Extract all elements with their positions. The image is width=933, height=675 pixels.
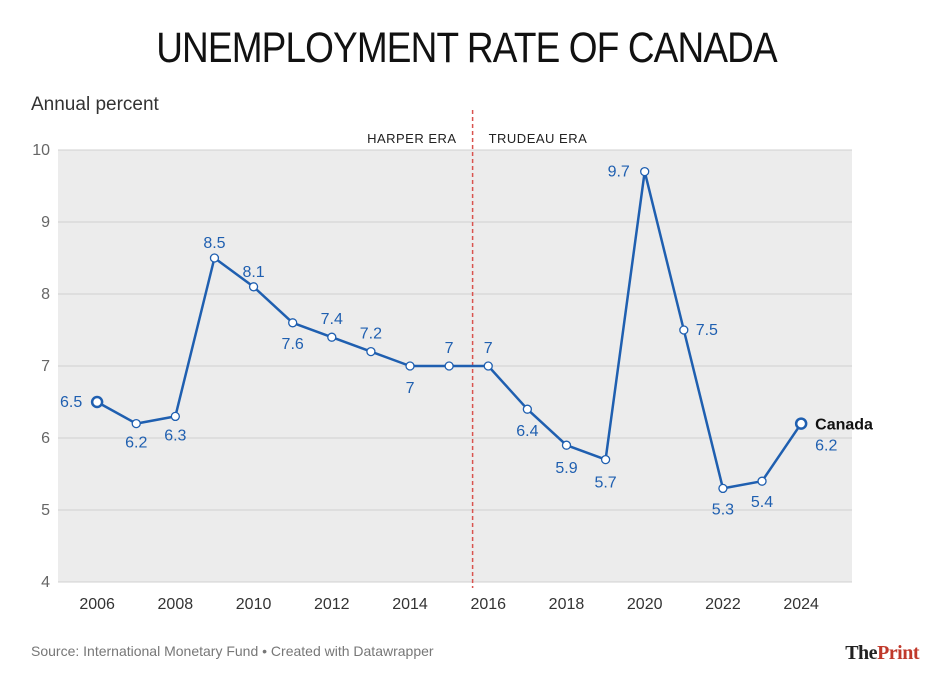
data-point — [366, 346, 376, 357]
series-name-label: Canada — [815, 417, 873, 434]
data-point — [170, 411, 180, 422]
y-tick-label: 10 — [32, 142, 50, 159]
y-tick-label: 8 — [41, 286, 50, 303]
era-annotations: HARPER ERA TRUDEAU ERA — [367, 131, 587, 146]
data-label: 6.5 — [60, 394, 82, 411]
brand-logo: ThePrint — [845, 642, 919, 664]
data-label: 7 — [406, 380, 415, 397]
x-tick-label: 2020 — [627, 596, 663, 613]
data-label: 7 — [445, 340, 454, 357]
data-label: 6.2 — [815, 438, 837, 455]
data-label: 9.7 — [608, 164, 630, 181]
annotation-trudeau-era: TRUDEAU ERA — [489, 131, 588, 146]
data-point — [483, 361, 493, 371]
y-tick-label: 9 — [41, 214, 50, 231]
y-tick-label: 5 — [41, 502, 50, 519]
data-label: 7.2 — [360, 326, 382, 343]
x-tick-label: 2024 — [783, 596, 819, 613]
data-point — [90, 395, 104, 409]
data-label: 7 — [484, 340, 493, 357]
x-tick-label: 2016 — [470, 596, 506, 613]
x-tick-label: 2006 — [79, 596, 115, 613]
data-point — [405, 361, 415, 371]
data-points — [90, 166, 808, 494]
data-point — [444, 361, 454, 371]
data-point — [561, 440, 572, 450]
data-labels: 6.5 6.2 6.3 8.5 8.1 7.6 7.4 7.2 7 7 7 6.4 5.9 5.7 9.7 7… — [60, 164, 873, 519]
data-point — [679, 325, 689, 335]
data-label: 6.2 — [125, 435, 147, 452]
y-axis-ticks: 4 5 6 7 8 9 10 — [32, 142, 50, 591]
data-point — [600, 454, 611, 465]
data-point — [288, 318, 298, 328]
data-label: 5.7 — [594, 475, 616, 492]
data-label: 5.3 — [712, 501, 734, 518]
y-tick-label: 7 — [41, 358, 50, 375]
annotation-harper-era: HARPER ERA — [367, 131, 457, 146]
chart-title: UNEMPLOYMENT RATE OF CANADA — [156, 24, 777, 72]
data-label: 8.5 — [203, 235, 225, 252]
data-point — [327, 332, 337, 342]
data-point — [757, 476, 767, 486]
x-tick-label: 2014 — [392, 596, 428, 613]
y-axis-unit-label: Annual percent — [31, 94, 159, 115]
data-label: 7.4 — [321, 311, 343, 328]
data-label: 6.4 — [516, 423, 538, 440]
data-point — [209, 253, 220, 263]
x-tick-label: 2022 — [705, 596, 741, 613]
data-point — [248, 282, 259, 292]
data-point — [718, 483, 728, 494]
x-tick-label: 2010 — [236, 596, 272, 613]
source-note: Source: International Monetary Fund • Cr… — [31, 643, 434, 659]
data-label: 7.6 — [282, 336, 304, 353]
x-tick-label: 2012 — [314, 596, 350, 613]
data-point — [131, 418, 141, 429]
data-label: 7.5 — [696, 322, 718, 339]
data-point — [794, 417, 808, 430]
line-chart: 4 5 6 7 8 9 10 2006 2008 2010 2012 2014 2016 2018 202… — [32, 110, 873, 613]
x-tick-label: 2018 — [549, 596, 585, 613]
data-label: 5.9 — [555, 460, 577, 477]
y-tick-label: 6 — [41, 430, 50, 447]
x-axis-ticks: 2006 2008 2010 2012 2014 2016 2018 2020 2022 2024 — [79, 596, 819, 613]
data-label: 5.4 — [751, 494, 773, 511]
data-label: 8.1 — [242, 264, 264, 281]
data-point — [640, 166, 650, 177]
y-tick-label: 4 — [41, 574, 50, 591]
data-point — [522, 404, 533, 414]
data-label: 6.3 — [164, 427, 186, 444]
x-tick-label: 2008 — [158, 596, 194, 613]
